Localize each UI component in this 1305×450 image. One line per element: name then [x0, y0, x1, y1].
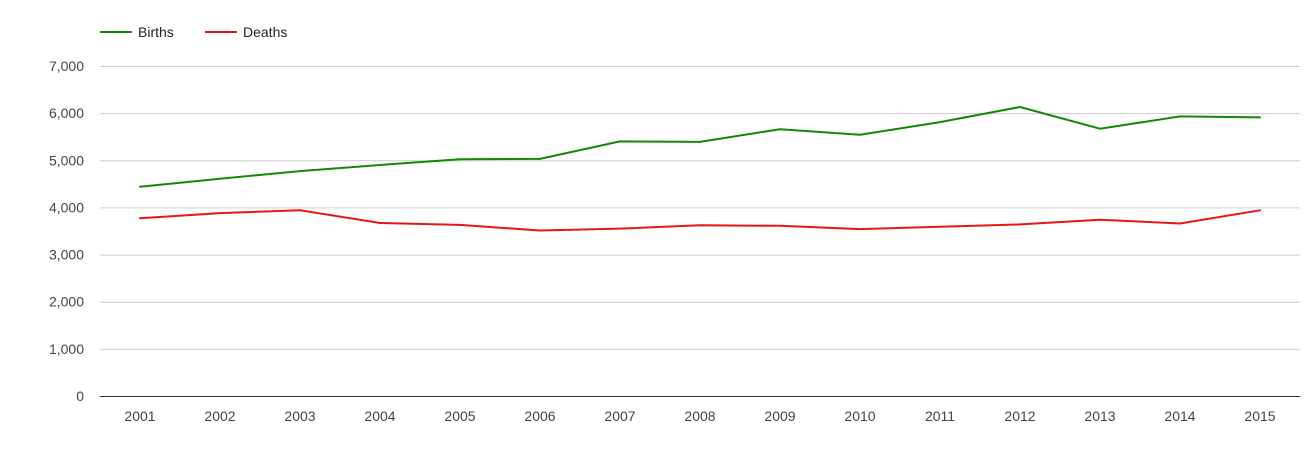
series-line-births [139, 106, 1261, 188]
chart-gridlines [100, 66, 1300, 350]
y-tick-label: 2,000 [49, 294, 84, 310]
x-axis: 2001 2002 2003 2004 2005 2006 2007 2008 2009 2010… [100, 396, 1300, 424]
y-tick-label: 1,000 [49, 341, 84, 357]
x-tick-label: 2009 [764, 408, 795, 424]
chart-series [139, 106, 1261, 232]
x-tick-label: 2014 [1164, 408, 1195, 424]
chart-legend: Births Deaths [100, 24, 287, 40]
x-tick-label: 2005 [444, 408, 475, 424]
y-tick-label: 3,000 [49, 247, 84, 263]
y-axis: 0 1,000 2,000 3,000 4,000 5,000 6,000 7,000 [49, 58, 84, 404]
x-tick-label: 2010 [844, 408, 875, 424]
x-tick-label: 2015 [1244, 408, 1275, 424]
legend-label-deaths: Deaths [243, 24, 287, 40]
y-tick-label: 0 [76, 388, 84, 404]
x-tick-label: 2013 [1084, 408, 1115, 424]
x-tick-label: 2006 [524, 408, 555, 424]
legend-label-births: Births [138, 24, 174, 40]
x-tick-label: 2002 [204, 408, 235, 424]
y-tick-label: 7,000 [49, 58, 84, 74]
x-tick-label: 2003 [284, 408, 315, 424]
x-tick-label: 2008 [684, 408, 715, 424]
y-tick-label: 4,000 [49, 199, 84, 215]
y-tick-label: 6,000 [49, 105, 84, 121]
x-tick-label: 2011 [925, 408, 955, 424]
x-tick-label: 2001 [124, 408, 155, 424]
y-tick-label: 5,000 [49, 152, 84, 168]
x-tick-label: 2004 [364, 408, 395, 424]
x-tick-label: 2012 [1004, 408, 1035, 424]
x-tick-label: 2007 [604, 408, 635, 424]
series-line-deaths [139, 209, 1261, 232]
